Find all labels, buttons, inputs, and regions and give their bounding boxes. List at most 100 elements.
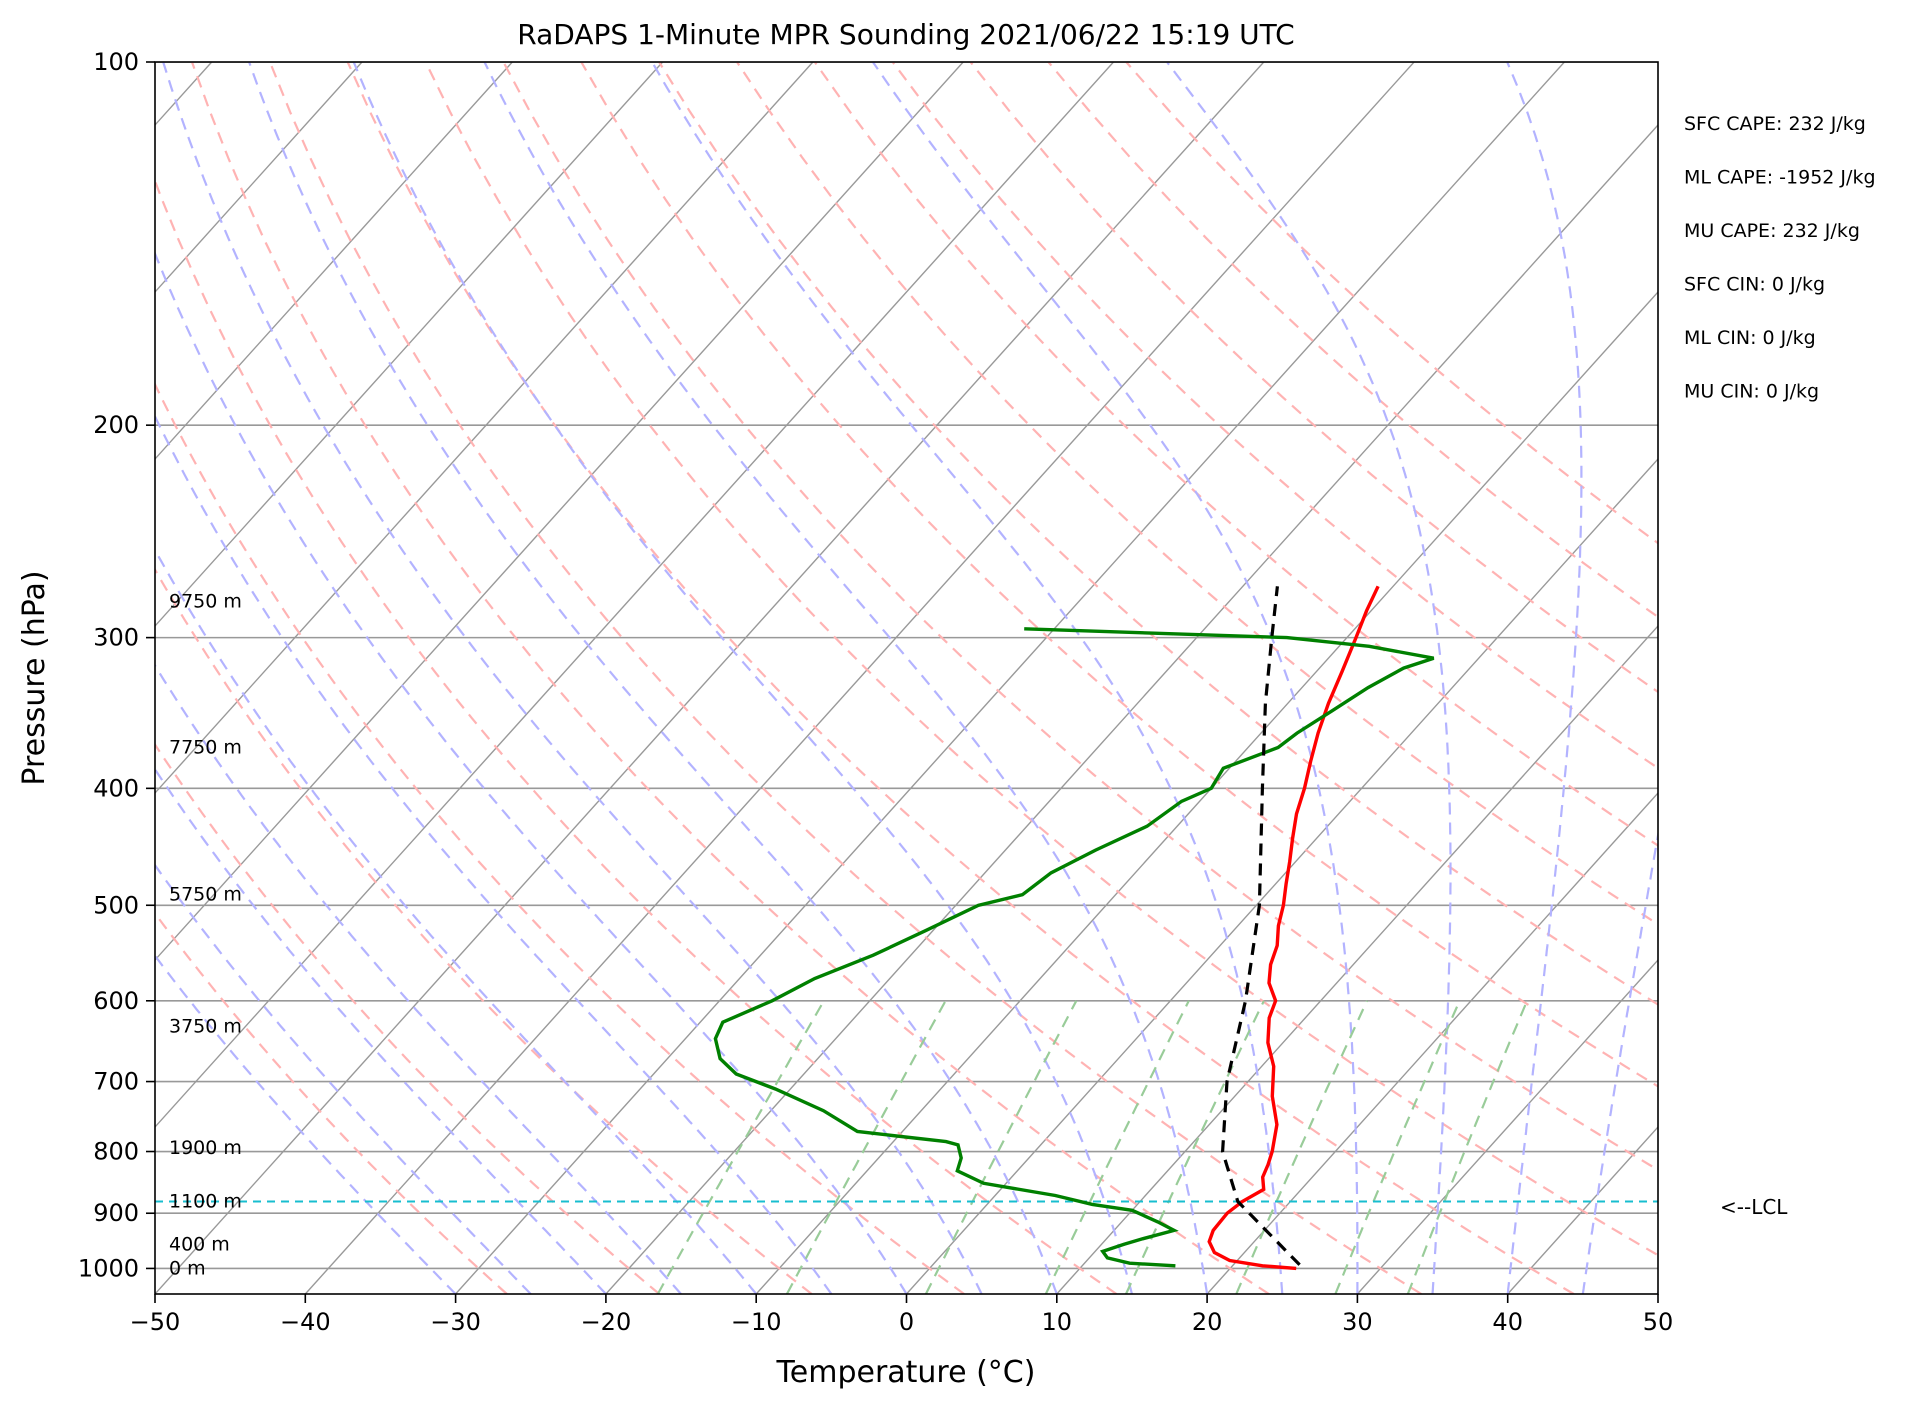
moist-adiabat	[352, 62, 1133, 1294]
isotherm-line	[304, 62, 1415, 1294]
x-tick-label: 30	[1342, 1308, 1373, 1336]
dry-adiabat	[155, 742, 661, 1294]
data-lines	[155, 585, 1658, 1271]
index-annotation: SFC CAPE: 232 J/kg	[1684, 113, 1866, 135]
moist-adiabat	[155, 863, 532, 1294]
height-label: 7750 m	[169, 736, 242, 758]
x-tick-label: 10	[1042, 1308, 1073, 1336]
mixing-ratio-line	[785, 1000, 947, 1294]
background-lines	[155, 62, 1922, 1294]
y-tick-label: 300	[93, 624, 139, 652]
x-tick-label: −40	[280, 1308, 331, 1336]
mixing-ratio-line	[656, 1000, 825, 1294]
x-tick-label: 50	[1643, 1308, 1674, 1336]
dry-adiabat	[155, 381, 965, 1294]
moist-adiabat	[1166, 62, 1452, 1294]
moist-adiabat	[155, 250, 908, 1294]
dry-adiabat	[813, 62, 1658, 847]
isotherm-line	[1808, 62, 1922, 1294]
dry-adiabat	[1047, 62, 1658, 619]
height-label: 1900 m	[169, 1137, 242, 1159]
moist-adiabat	[1506, 62, 1583, 1294]
y-axis: 1000 900 800 700 600 500 400 300 200 100	[78, 48, 155, 1282]
index-annotation: MU CAPE: 232 J/kg	[1684, 220, 1860, 242]
index-annotations: SFC CAPE: 232 J/kg ML CAPE: -1952 J/kg MU …	[1684, 113, 1876, 403]
temperature-profile	[1207, 585, 1380, 1271]
moist-adiabat	[1581, 829, 1658, 1294]
dry-adiabat	[155, 567, 813, 1294]
isotherm-line	[1056, 624, 1658, 1294]
mixing-ratio-line	[924, 1000, 1078, 1294]
x-axis: −50 −40 −30 −20 −10 0 10 20 30 40 50	[130, 1294, 1674, 1336]
index-annotation: ML CIN: 0 J/kg	[1684, 327, 1816, 349]
index-annotation: SFC CIN: 0 J/kg	[1684, 274, 1825, 296]
dry-adiabat	[424, 62, 1658, 1257]
dry-adiabat	[502, 62, 1658, 1172]
height-label: 0 m	[169, 1257, 206, 1279]
lcl-label: <--LCL	[1720, 1195, 1788, 1219]
isotherm-line	[1657, 1292, 1658, 1294]
y-tick-label: 200	[93, 411, 139, 439]
isotherm-line	[155, 62, 513, 461]
x-tick-label: −50	[130, 1308, 181, 1336]
mixing-ratio-line	[1406, 1000, 1529, 1294]
mixing-ratio-line	[1125, 1000, 1265, 1294]
isotherm-line	[155, 62, 1115, 1129]
moist-adiabat	[162, 62, 983, 1294]
y-axis-label: Pressure (hPa)	[17, 570, 52, 785]
dry-adiabat	[268, 62, 1422, 1294]
mixing-ratio-line	[1235, 1000, 1368, 1294]
dewpoint-profile	[713, 627, 1435, 1268]
mixing-ratio-line	[1334, 1000, 1461, 1294]
x-tick-label: 40	[1492, 1308, 1523, 1336]
height-label: 3750 m	[169, 1015, 242, 1037]
moist-adiabat	[871, 62, 1359, 1294]
y-tick-label: 800	[93, 1138, 139, 1166]
y-tick-label: 1000	[78, 1254, 139, 1282]
parcel-profile	[1220, 586, 1301, 1266]
y-tick-label: 400	[93, 774, 139, 802]
mixing-ratio-line	[1044, 1000, 1190, 1294]
height-label: 400 m	[169, 1233, 230, 1255]
dry-adiabat	[891, 62, 1658, 770]
dry-adiabat	[155, 911, 508, 1294]
height-label: 9750 m	[169, 590, 242, 612]
isotherm-line	[155, 62, 814, 795]
isotherm-line	[155, 62, 664, 628]
index-annotation: ML CAPE: -1952 J/kg	[1684, 167, 1876, 189]
y-tick-label: 700	[93, 1068, 139, 1096]
x-tick-label: −20	[581, 1308, 632, 1336]
isotherm-line	[1206, 791, 1658, 1294]
isotherm-line	[755, 290, 1658, 1294]
isotherm-line	[1507, 1125, 1658, 1294]
moist-adiabat	[1656, 1287, 1658, 1294]
moist-adiabat	[155, 954, 457, 1294]
chart-title: RaDAPS 1-Minute MPR Sounding 2021/06/22 …	[517, 18, 1294, 51]
dry-adiabat	[190, 62, 1270, 1294]
x-tick-label: −30	[430, 1308, 481, 1336]
height-label: 1100 m	[169, 1190, 242, 1212]
moist-adiabat	[651, 62, 1284, 1294]
isotherm-line	[155, 62, 1265, 1294]
dry-adiabat	[658, 62, 1658, 1006]
isotherm-line	[155, 62, 363, 294]
moist-adiabat	[155, 767, 607, 1294]
isotherm-line	[455, 62, 1565, 1294]
x-axis-label: Temperature (°C)	[776, 1355, 1036, 1390]
moist-adiabat	[155, 413, 833, 1294]
dry-adiabat	[346, 62, 1575, 1294]
y-tick-label: 500	[93, 891, 139, 919]
dry-adiabat	[736, 62, 1658, 926]
dry-adiabat	[969, 62, 1658, 694]
moist-adiabat	[248, 62, 1058, 1294]
x-tick-label: −10	[731, 1308, 782, 1336]
x-tick-label: 0	[899, 1308, 914, 1336]
isotherm-line	[155, 62, 964, 962]
dry-adiabat	[580, 62, 1658, 1088]
moist-adiabat	[155, 547, 758, 1294]
y-tick-label: 600	[93, 987, 139, 1015]
y-tick-label: 900	[93, 1199, 139, 1227]
dry-adiabat	[155, 177, 1118, 1294]
